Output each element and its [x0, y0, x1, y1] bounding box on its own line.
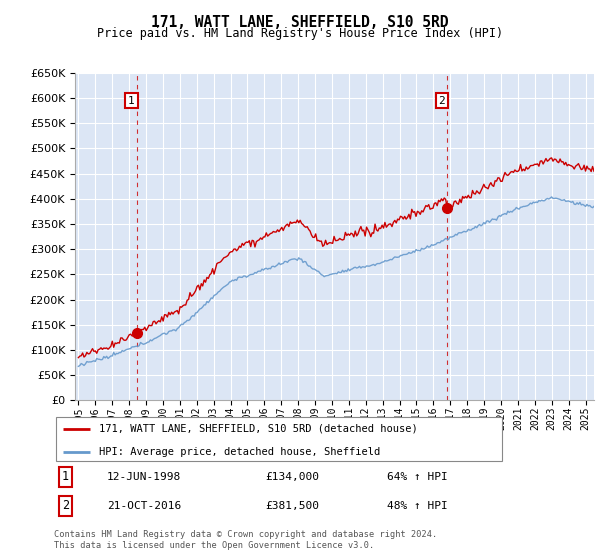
Text: HPI: Average price, detached house, Sheffield: HPI: Average price, detached house, Shef…	[99, 447, 380, 457]
Text: 21-OCT-2016: 21-OCT-2016	[107, 501, 181, 511]
Text: 12-JUN-1998: 12-JUN-1998	[107, 472, 181, 482]
Text: 48% ↑ HPI: 48% ↑ HPI	[386, 501, 448, 511]
FancyBboxPatch shape	[56, 417, 502, 461]
Text: This data is licensed under the Open Government Licence v3.0.: This data is licensed under the Open Gov…	[54, 541, 374, 550]
Text: £134,000: £134,000	[265, 472, 319, 482]
Text: 2: 2	[439, 96, 445, 106]
Text: Contains HM Land Registry data © Crown copyright and database right 2024.: Contains HM Land Registry data © Crown c…	[54, 530, 437, 539]
Text: 1: 1	[62, 470, 69, 483]
Text: 64% ↑ HPI: 64% ↑ HPI	[386, 472, 448, 482]
Text: 171, WATT LANE, SHEFFIELD, S10 5RD: 171, WATT LANE, SHEFFIELD, S10 5RD	[151, 15, 449, 30]
Text: 1: 1	[128, 96, 135, 106]
Text: £381,500: £381,500	[265, 501, 319, 511]
Text: 2: 2	[62, 500, 69, 512]
Text: Price paid vs. HM Land Registry's House Price Index (HPI): Price paid vs. HM Land Registry's House …	[97, 27, 503, 40]
Text: 171, WATT LANE, SHEFFIELD, S10 5RD (detached house): 171, WATT LANE, SHEFFIELD, S10 5RD (deta…	[99, 424, 418, 434]
